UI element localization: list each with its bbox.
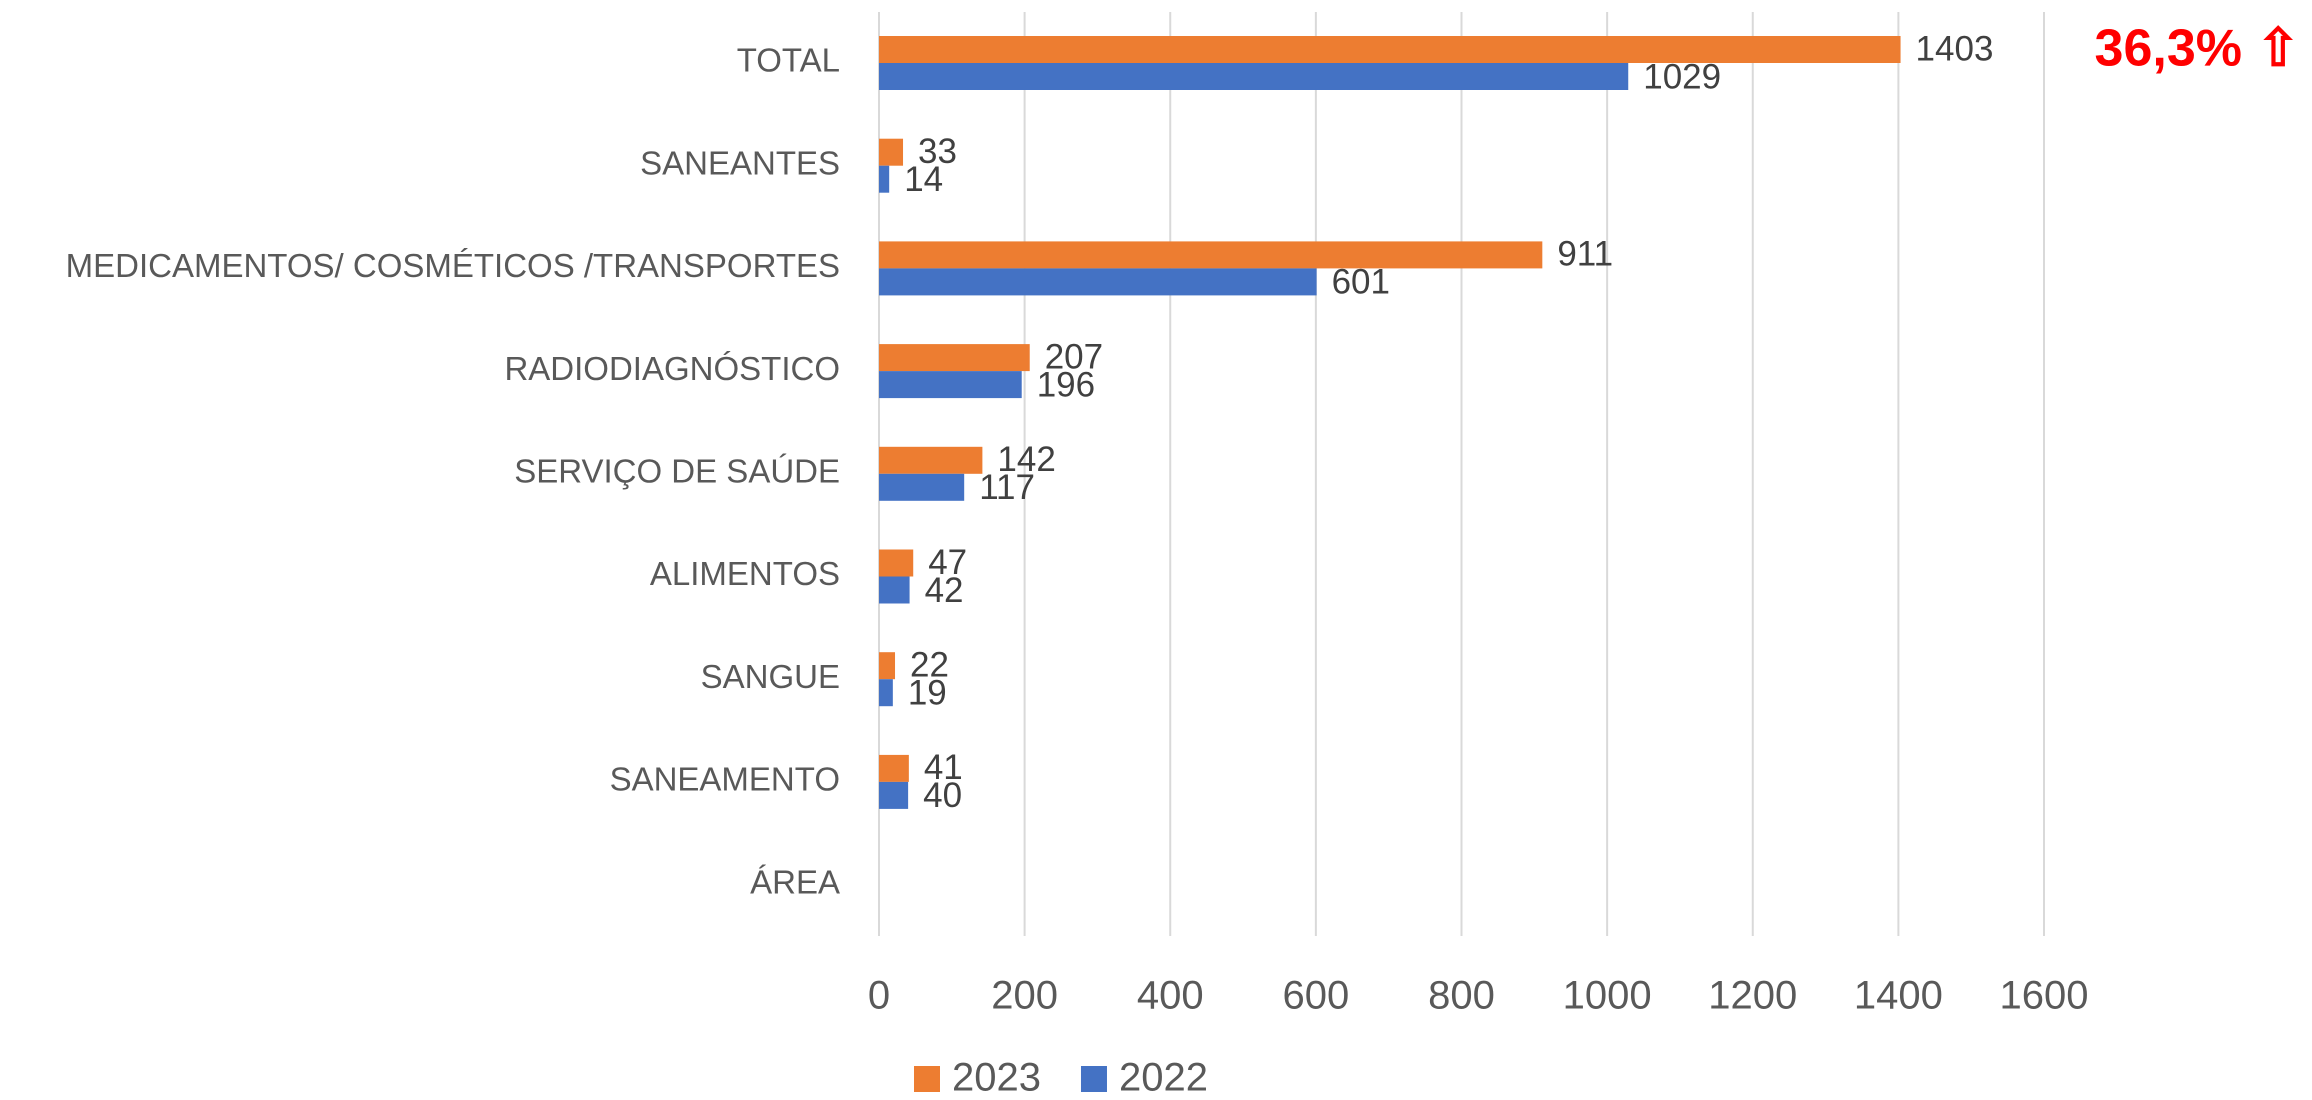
y-tick-label: TOTAL xyxy=(737,42,840,79)
bar xyxy=(879,165,890,193)
y-tick-label: ÁREA xyxy=(750,863,840,900)
data-label: 117 xyxy=(979,468,1035,507)
legend-label: 2023 xyxy=(952,1056,1041,1100)
bar xyxy=(879,576,910,604)
data-label: 207 xyxy=(1045,337,1103,376)
data-label: 22 xyxy=(910,645,949,684)
bar xyxy=(879,754,909,782)
y-tick-label: ALIMENTOS xyxy=(650,555,840,592)
annotation: 36,3% ⇧ xyxy=(2095,20,2300,78)
data-label: 19 xyxy=(908,673,947,712)
y-tick-label: SANEANTES xyxy=(640,144,840,181)
y-tick-label: SANEAMENTO xyxy=(610,761,840,798)
bar xyxy=(879,371,1022,399)
data-label: 40 xyxy=(923,776,962,815)
y-tick-label: RADIODIAGNÓSTICO xyxy=(504,350,840,387)
data-label: 33 xyxy=(918,132,957,171)
data-label: 42 xyxy=(925,571,964,610)
bar xyxy=(879,63,1629,90)
x-tick-label: 1200 xyxy=(1708,974,1797,1018)
legend-label: 2022 xyxy=(1119,1056,1208,1100)
x-tick-label: 1400 xyxy=(1854,974,1943,1018)
x-tick-label: 1600 xyxy=(2000,974,2089,1018)
bar xyxy=(879,549,914,577)
data-label: 47 xyxy=(928,543,967,582)
data-label: 1403 xyxy=(1916,29,1994,68)
bar xyxy=(879,679,893,707)
bar xyxy=(879,36,1901,63)
x-tick-label: 1000 xyxy=(1563,974,1652,1018)
legend-swatch xyxy=(914,1066,940,1092)
data-label: 601 xyxy=(1332,263,1390,302)
bar xyxy=(879,446,983,474)
bar xyxy=(879,268,1317,296)
bar xyxy=(879,138,904,166)
y-tick-label: SANGUE xyxy=(701,658,840,695)
x-tick-label: 0 xyxy=(868,974,890,1018)
x-tick-label: 200 xyxy=(991,974,1058,1018)
y-tick-label: MEDICAMENTOS/ COSMÉTICOS /TRANSPORTES xyxy=(66,247,840,284)
x-tick-label: 600 xyxy=(1283,974,1350,1018)
data-label: 196 xyxy=(1037,365,1095,404)
bar xyxy=(879,344,1030,372)
bar xyxy=(879,241,1543,269)
data-label: 41 xyxy=(924,748,963,787)
bar xyxy=(879,652,896,680)
x-tick-label: 800 xyxy=(1428,974,1495,1018)
legend-swatch xyxy=(1080,1066,1107,1092)
bar xyxy=(879,473,965,501)
bar xyxy=(879,781,909,809)
data-label: 1029 xyxy=(1643,57,1721,96)
x-tick-label: 400 xyxy=(1137,974,1204,1018)
data-label: 14 xyxy=(904,160,943,199)
y-tick-label: SERVIÇO DE SAÚDE xyxy=(514,453,840,490)
data-label: 911 xyxy=(1557,235,1613,274)
data-label: 142 xyxy=(997,440,1055,479)
